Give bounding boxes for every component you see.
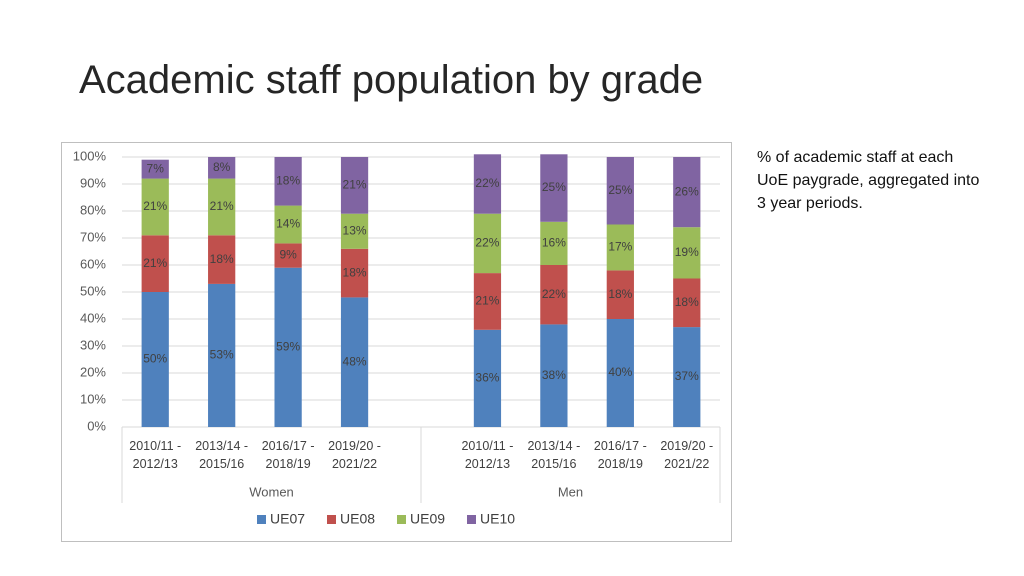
legend-label: UE09 bbox=[410, 511, 445, 527]
data-label: 19% bbox=[675, 245, 699, 259]
bar-segment bbox=[673, 327, 701, 427]
data-label: 8% bbox=[213, 160, 231, 174]
bar-segment bbox=[673, 157, 701, 228]
bar-segment bbox=[673, 227, 701, 279]
data-label: 18% bbox=[276, 173, 300, 187]
bar-segment bbox=[208, 283, 236, 427]
data-label: 21% bbox=[143, 256, 167, 270]
legend-swatch bbox=[327, 515, 336, 524]
data-label: 37% bbox=[675, 369, 699, 383]
x-tick-label: 2019/20 - 2021/22 bbox=[328, 439, 381, 471]
data-label: 13% bbox=[343, 223, 367, 237]
data-label: 25% bbox=[608, 183, 632, 197]
data-label: 21% bbox=[475, 294, 499, 308]
y-tick-label: 70% bbox=[80, 229, 106, 244]
bar-segment bbox=[606, 224, 634, 271]
bar-segment bbox=[540, 221, 568, 265]
data-label: 7% bbox=[147, 161, 165, 175]
bar-segment bbox=[340, 297, 369, 427]
bar-segment bbox=[340, 248, 369, 298]
bar-segment bbox=[473, 329, 502, 427]
bar-segment bbox=[540, 324, 568, 427]
y-tick-label: 40% bbox=[80, 310, 106, 325]
y-tick-label: 20% bbox=[80, 364, 106, 379]
data-label: 17% bbox=[608, 240, 632, 254]
data-label: 14% bbox=[276, 217, 300, 231]
bar-segment bbox=[340, 213, 369, 249]
bar-segment bbox=[208, 157, 236, 179]
data-label: 21% bbox=[343, 178, 367, 192]
data-label: 36% bbox=[475, 371, 499, 385]
data-label: 48% bbox=[343, 354, 367, 368]
data-label: 21% bbox=[143, 199, 167, 213]
y-tick-label: 0% bbox=[87, 418, 106, 433]
bar-segment bbox=[208, 178, 236, 236]
legend-label: UE07 bbox=[270, 511, 305, 527]
x-tick-label: 2010/11 - 2012/13 bbox=[461, 439, 514, 471]
legend-label: UE10 bbox=[480, 511, 515, 527]
bar-segment bbox=[540, 265, 568, 325]
bar-segment bbox=[141, 178, 169, 236]
data-label: 25% bbox=[542, 180, 566, 194]
legend-label: UE08 bbox=[340, 511, 375, 527]
y-tick-label: 10% bbox=[80, 391, 106, 406]
bar-segment bbox=[141, 292, 169, 427]
bar-segment bbox=[141, 235, 169, 292]
data-label: 22% bbox=[542, 287, 566, 301]
bar-segment bbox=[208, 235, 236, 284]
bar-segment bbox=[606, 157, 634, 225]
x-tick-label: 2013/14 - 2015/16 bbox=[195, 439, 249, 471]
data-label: 16% bbox=[542, 236, 566, 250]
group-label: Men bbox=[558, 484, 583, 499]
annotation: % of academic staff at each UoE paygrade… bbox=[757, 149, 980, 212]
y-tick-label: 30% bbox=[80, 337, 106, 352]
slide-title: Academic staff population by grade bbox=[79, 58, 704, 102]
bar-segment bbox=[340, 157, 369, 214]
data-label: 18% bbox=[675, 295, 699, 309]
data-label: 18% bbox=[608, 287, 632, 301]
bar-segment bbox=[274, 205, 302, 244]
data-label: 18% bbox=[210, 252, 234, 266]
data-label: 18% bbox=[343, 265, 367, 279]
x-tick-label: 2013/14 - 2015/16 bbox=[527, 439, 581, 471]
data-label: 9% bbox=[279, 248, 297, 262]
y-tick-label: 100% bbox=[73, 148, 107, 163]
bar-segment bbox=[606, 319, 634, 427]
data-label: 21% bbox=[210, 199, 234, 213]
x-tick-label: 2016/17 - 2018/19 bbox=[261, 439, 315, 471]
bar-segment bbox=[473, 213, 502, 274]
data-label: 53% bbox=[210, 348, 234, 362]
data-label: 40% bbox=[608, 365, 632, 379]
bar-segment bbox=[141, 159, 169, 179]
bar-segment bbox=[473, 273, 502, 330]
y-tick-label: 60% bbox=[80, 256, 106, 271]
x-tick-label: 2016/17 - 2018/19 bbox=[593, 439, 647, 471]
x-tick-label: 2019/20 - 2021/22 bbox=[660, 439, 714, 471]
legend-swatch bbox=[257, 515, 266, 524]
y-tick-label: 90% bbox=[80, 175, 106, 190]
bar-segment bbox=[540, 154, 568, 222]
y-tick-label: 80% bbox=[80, 202, 106, 217]
data-label: 59% bbox=[276, 340, 300, 354]
data-label: 50% bbox=[143, 352, 167, 366]
bar-segment bbox=[673, 278, 701, 328]
data-label: 38% bbox=[542, 368, 566, 382]
x-tick-label: 2010/11 - 2012/13 bbox=[129, 439, 182, 471]
legend-swatch bbox=[397, 515, 406, 524]
group-label: Women bbox=[249, 484, 294, 499]
data-label: 22% bbox=[475, 236, 499, 250]
legend-swatch bbox=[467, 515, 476, 524]
data-label: 26% bbox=[675, 184, 699, 198]
bar-segment bbox=[274, 243, 302, 268]
data-label: 22% bbox=[475, 176, 499, 190]
bar-segment bbox=[274, 267, 302, 427]
bar-segment bbox=[473, 154, 502, 214]
bar-segment bbox=[274, 157, 302, 206]
y-tick-label: 50% bbox=[80, 283, 106, 298]
bar-segment bbox=[606, 270, 634, 319]
